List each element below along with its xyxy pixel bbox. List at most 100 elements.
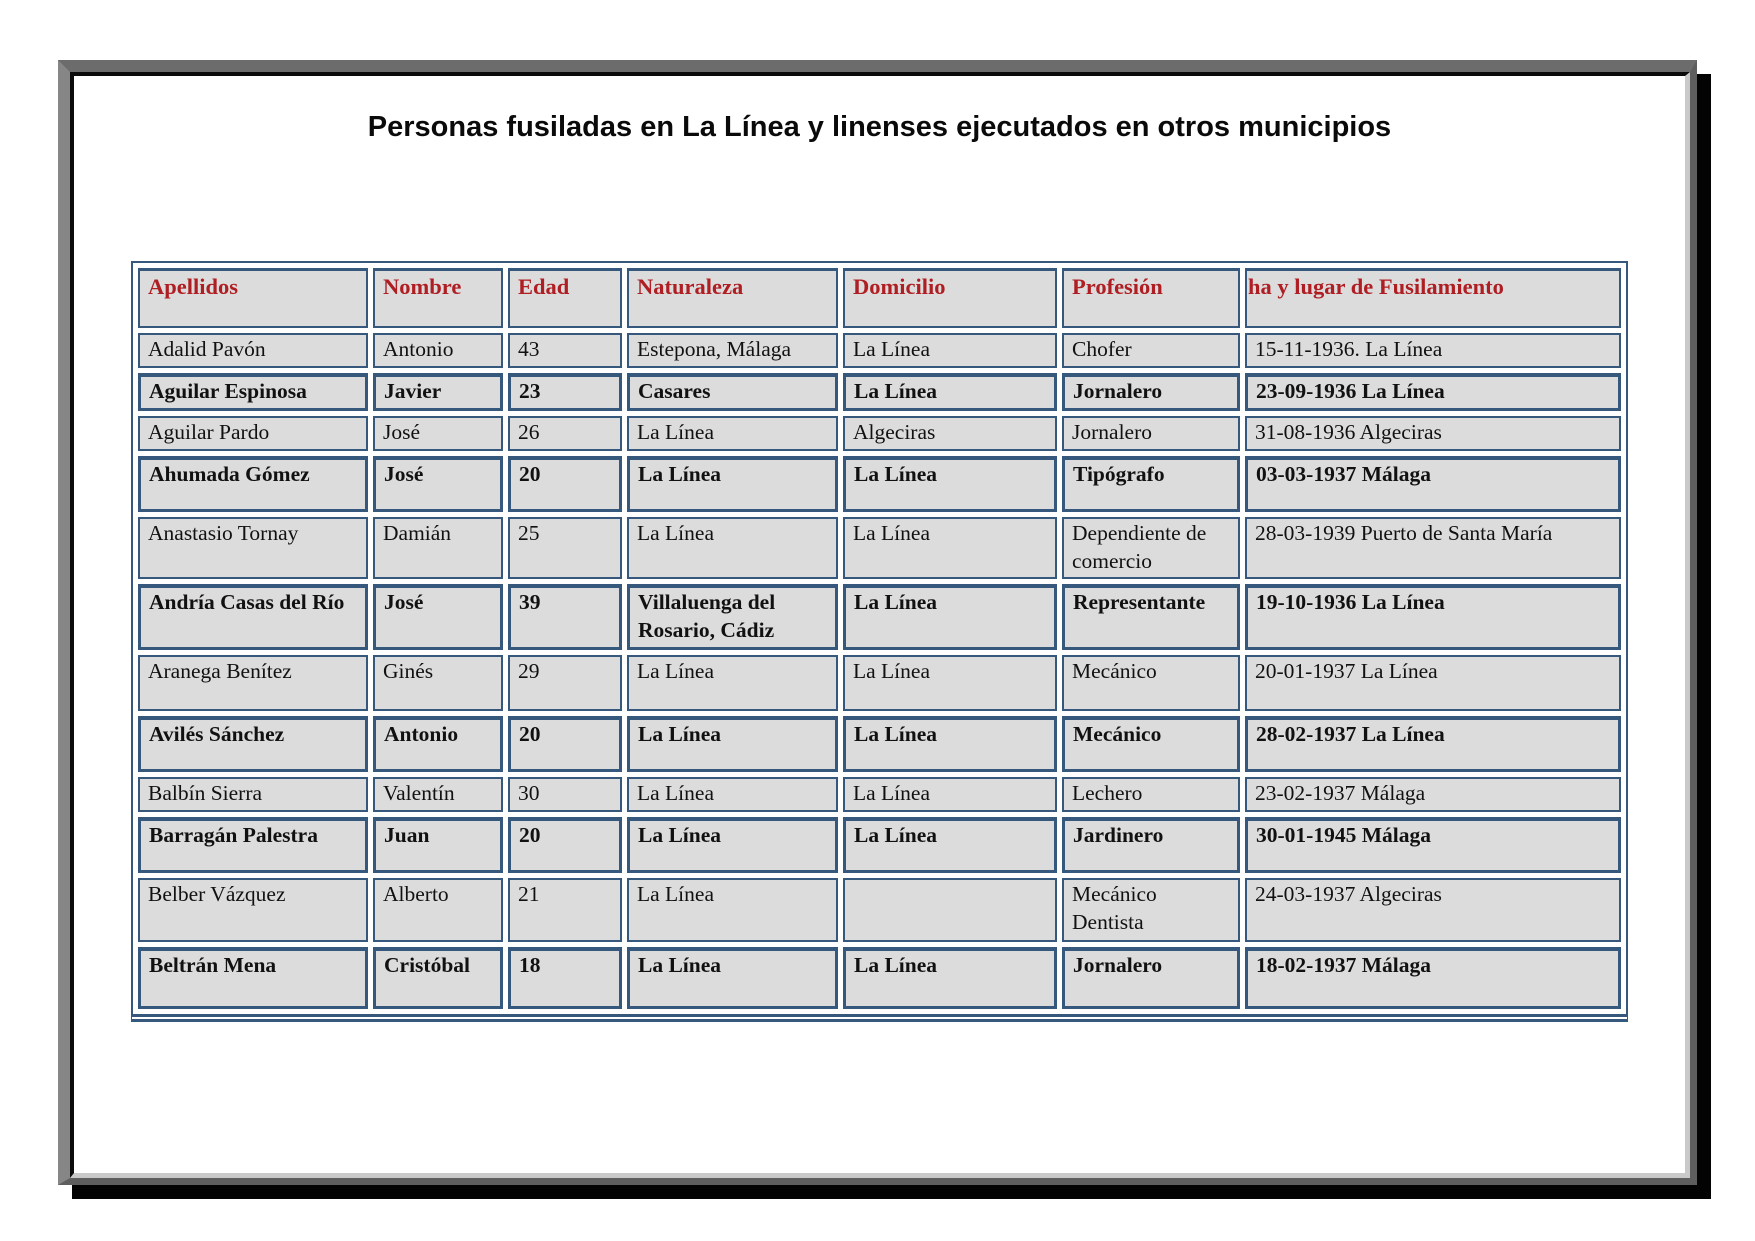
table-row: Andría Casas del Río José 39 Villaluenga de… <box>138 584 1621 651</box>
cell-apellidos: Aguilar Pardo <box>138 415 368 451</box>
cell-profesion: Jornalero <box>1062 372 1240 411</box>
cell-edad: 20 <box>508 455 622 512</box>
cell-apellidos: Aguilar Espinosa <box>138 372 368 411</box>
cell-profesion: Jornalero <box>1062 947 1240 1010</box>
cell-profesion: Jardinero <box>1062 817 1240 874</box>
cell-nombre: Antonio <box>373 716 503 773</box>
cell-nombre: Javier <box>373 372 503 411</box>
cell-domicilio: La Línea <box>843 716 1057 773</box>
table-row: Ahumada Gómez José 20 La Línea La Línea Tipóg… <box>138 455 1621 512</box>
cell-naturaleza: La Línea <box>627 777 838 813</box>
cell-apellidos: Beltrán Mena <box>138 947 368 1010</box>
column-header-profesion: Profesión <box>1062 267 1240 328</box>
cell-domicilio <box>843 878 1057 943</box>
table-header-row: Apellidos Nombre Edad Naturaleza Domicil… <box>138 267 1621 328</box>
cell-fusilamiento: 03-03-1937 Málaga <box>1245 455 1621 512</box>
cell-nombre: Damián <box>373 516 503 580</box>
cell-apellidos: Avilés Sánchez <box>138 716 368 773</box>
cell-edad: 39 <box>508 584 622 651</box>
cell-naturaleza: La Línea <box>627 947 838 1010</box>
cell-nombre: Cristóbal <box>373 947 503 1010</box>
column-header-domicilio: Domicilio <box>843 267 1057 328</box>
cell-apellidos: Adalid Pavón <box>138 332 368 368</box>
cell-domicilio: La Línea <box>843 332 1057 368</box>
cell-edad: 21 <box>508 878 622 943</box>
table-row: Barragán Palestra Juan 20 La Línea La Línea J… <box>138 817 1621 874</box>
cell-domicilio: La Línea <box>843 947 1057 1010</box>
cell-profesion: Lechero <box>1062 777 1240 813</box>
cell-edad: 23 <box>508 372 622 411</box>
table-row: Anastasio Tornay Damián 25 La Línea La Línea… <box>138 516 1621 580</box>
table-row: Aranega Benítez Ginés 29 La Línea La Línea Me… <box>138 655 1621 712</box>
cell-fusilamiento: 23-09-1936 La Línea <box>1245 372 1621 411</box>
cell-edad: 20 <box>508 817 622 874</box>
cell-edad: 30 <box>508 777 622 813</box>
cell-profesion: Mecánico Dentista <box>1062 878 1240 943</box>
cell-fusilamiento: 23-02-1937 Málaga <box>1245 777 1621 813</box>
table-row: Aguilar Pardo José 26 La Línea Algeciras Jorn… <box>138 415 1621 451</box>
cell-profesion: Representante <box>1062 584 1240 651</box>
cell-naturaleza: Casares <box>627 372 838 411</box>
cell-edad: 18 <box>508 947 622 1010</box>
cell-apellidos: Belber Vázquez <box>138 878 368 943</box>
cell-domicilio: La Línea <box>843 584 1057 651</box>
cell-apellidos: Balbín Sierra <box>138 777 368 813</box>
cell-domicilio: La Línea <box>843 777 1057 813</box>
cell-profesion: Mecánico <box>1062 716 1240 773</box>
cell-nombre: José <box>373 455 503 512</box>
table-row: Adalid Pavón Antonio 43 Estepona, Málaga La … <box>138 332 1621 368</box>
cell-edad: 26 <box>508 415 622 451</box>
column-header-edad: Edad <box>508 267 622 328</box>
cell-naturaleza: La Línea <box>627 415 838 451</box>
cell-edad: 25 <box>508 516 622 580</box>
cell-fusilamiento: 28-03-1939 Puerto de Santa María <box>1245 516 1621 580</box>
table-row: Beltrán Mena Cristóbal 18 La Línea La Línea J… <box>138 947 1621 1010</box>
cell-naturaleza: La Línea <box>627 455 838 512</box>
cell-domicilio: Algeciras <box>843 415 1057 451</box>
cell-domicilio: La Línea <box>843 817 1057 874</box>
cell-fusilamiento: 28-02-1937 La Línea <box>1245 716 1621 773</box>
cell-profesion: Tipógrafo <box>1062 455 1240 512</box>
cell-nombre: José <box>373 584 503 651</box>
cell-fusilamiento: 30-01-1945 Málaga <box>1245 817 1621 874</box>
cell-naturaleza: La Línea <box>627 716 838 773</box>
document-page: Personas fusiladas en La Línea y linense… <box>58 60 1697 1185</box>
column-header-apellidos: Apellidos <box>138 267 368 328</box>
cell-apellidos: Andría Casas del Río <box>138 584 368 651</box>
cell-edad: 43 <box>508 332 622 368</box>
cell-fusilamiento: 20-01-1937 La Línea <box>1245 655 1621 712</box>
cell-fusilamiento: 15-11-1936. La Línea <box>1245 332 1621 368</box>
table-row: Belber Vázquez Alberto 21 La Línea Mecánico … <box>138 878 1621 943</box>
table-row: Avilés Sánchez Antonio 20 La Línea La Línea M… <box>138 716 1621 773</box>
column-header-nombre: Nombre <box>373 267 503 328</box>
cell-naturaleza: La Línea <box>627 655 838 712</box>
cell-naturaleza: La Línea <box>627 516 838 580</box>
cell-naturaleza: La Línea <box>627 817 838 874</box>
cell-apellidos: Ahumada Gómez <box>138 455 368 512</box>
cell-fusilamiento: 19-10-1936 La Línea <box>1245 584 1621 651</box>
cell-nombre: Alberto <box>373 878 503 943</box>
cell-apellidos: Barragán Palestra <box>138 817 368 874</box>
cell-domicilio: La Línea <box>843 655 1057 712</box>
cell-naturaleza: La Línea <box>627 878 838 943</box>
table-row: Aguilar Espinosa Javier 23 Casares La Línea J… <box>138 372 1621 411</box>
cell-nombre: Juan <box>373 817 503 874</box>
cell-edad: 29 <box>508 655 622 712</box>
cell-fusilamiento: 18-02-1937 Málaga <box>1245 947 1621 1010</box>
cell-apellidos: Aranega Benítez <box>138 655 368 712</box>
page-title: Personas fusiladas en La Línea y linense… <box>367 111 1392 143</box>
cell-domicilio: La Línea <box>843 372 1057 411</box>
cell-nombre: Valentín <box>373 777 503 813</box>
executions-table: Apellidos Nombre Edad Naturaleza Domicil… <box>131 260 1628 1023</box>
page-content: Personas fusiladas en La Línea y linense… <box>70 72 1690 1178</box>
column-header-fusilamiento: ha y lugar de Fusilamiento <box>1245 267 1621 328</box>
cell-fusilamiento: 31-08-1936 Algeciras <box>1245 415 1621 451</box>
cell-nombre: Antonio <box>373 332 503 368</box>
cell-domicilio: La Línea <box>843 516 1057 580</box>
column-header-naturaleza: Naturaleza <box>627 267 838 328</box>
cell-profesion: Mecánico <box>1062 655 1240 712</box>
cell-nombre: José <box>373 415 503 451</box>
cell-apellidos: Anastasio Tornay <box>138 516 368 580</box>
cell-edad: 20 <box>508 716 622 773</box>
